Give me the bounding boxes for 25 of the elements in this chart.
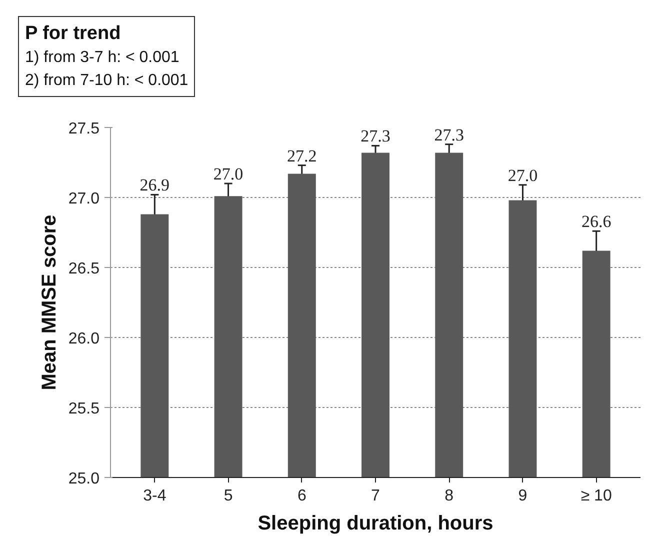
data-label: 26.9 — [140, 176, 170, 195]
x-tick-label: 6 — [297, 487, 306, 504]
y-axis-title: Mean MMSE score — [38, 214, 60, 390]
y-tick-label: 25.0 — [68, 470, 100, 488]
x-axis-title: Sleeping duration, hours — [258, 512, 494, 534]
text: 2) from 7-10 h: < 0.001 — [25, 70, 188, 91]
text: P for trend — [25, 22, 122, 46]
y-tick-label: 27.5 — [68, 120, 100, 138]
x-tick-label: 7 — [371, 487, 380, 504]
x-tick-label: ≥ 10 — [580, 487, 612, 504]
data-label: 27.0 — [213, 164, 244, 184]
text: 1) from 3-7 h: < 0.001 — [25, 48, 180, 68]
data-label: 27.3 — [434, 125, 464, 144]
data-label: 27.3 — [360, 126, 390, 146]
y-tick-label: 27.0 — [68, 190, 100, 208]
x-tick-label: 9 — [518, 487, 528, 504]
y-tick-label: 25.5 — [68, 400, 100, 418]
y-tick-label: 26.5 — [68, 260, 100, 278]
x-tick-label: 5 — [224, 487, 233, 504]
data-label: 27.0 — [508, 166, 538, 185]
y-tick-label: 26.0 — [68, 330, 100, 348]
x-tick-label: 8 — [444, 487, 454, 504]
data-label: 26.6 — [581, 212, 612, 231]
data-label: 27.2 — [287, 146, 317, 166]
x-tick-label: 3-4 — [143, 487, 166, 504]
